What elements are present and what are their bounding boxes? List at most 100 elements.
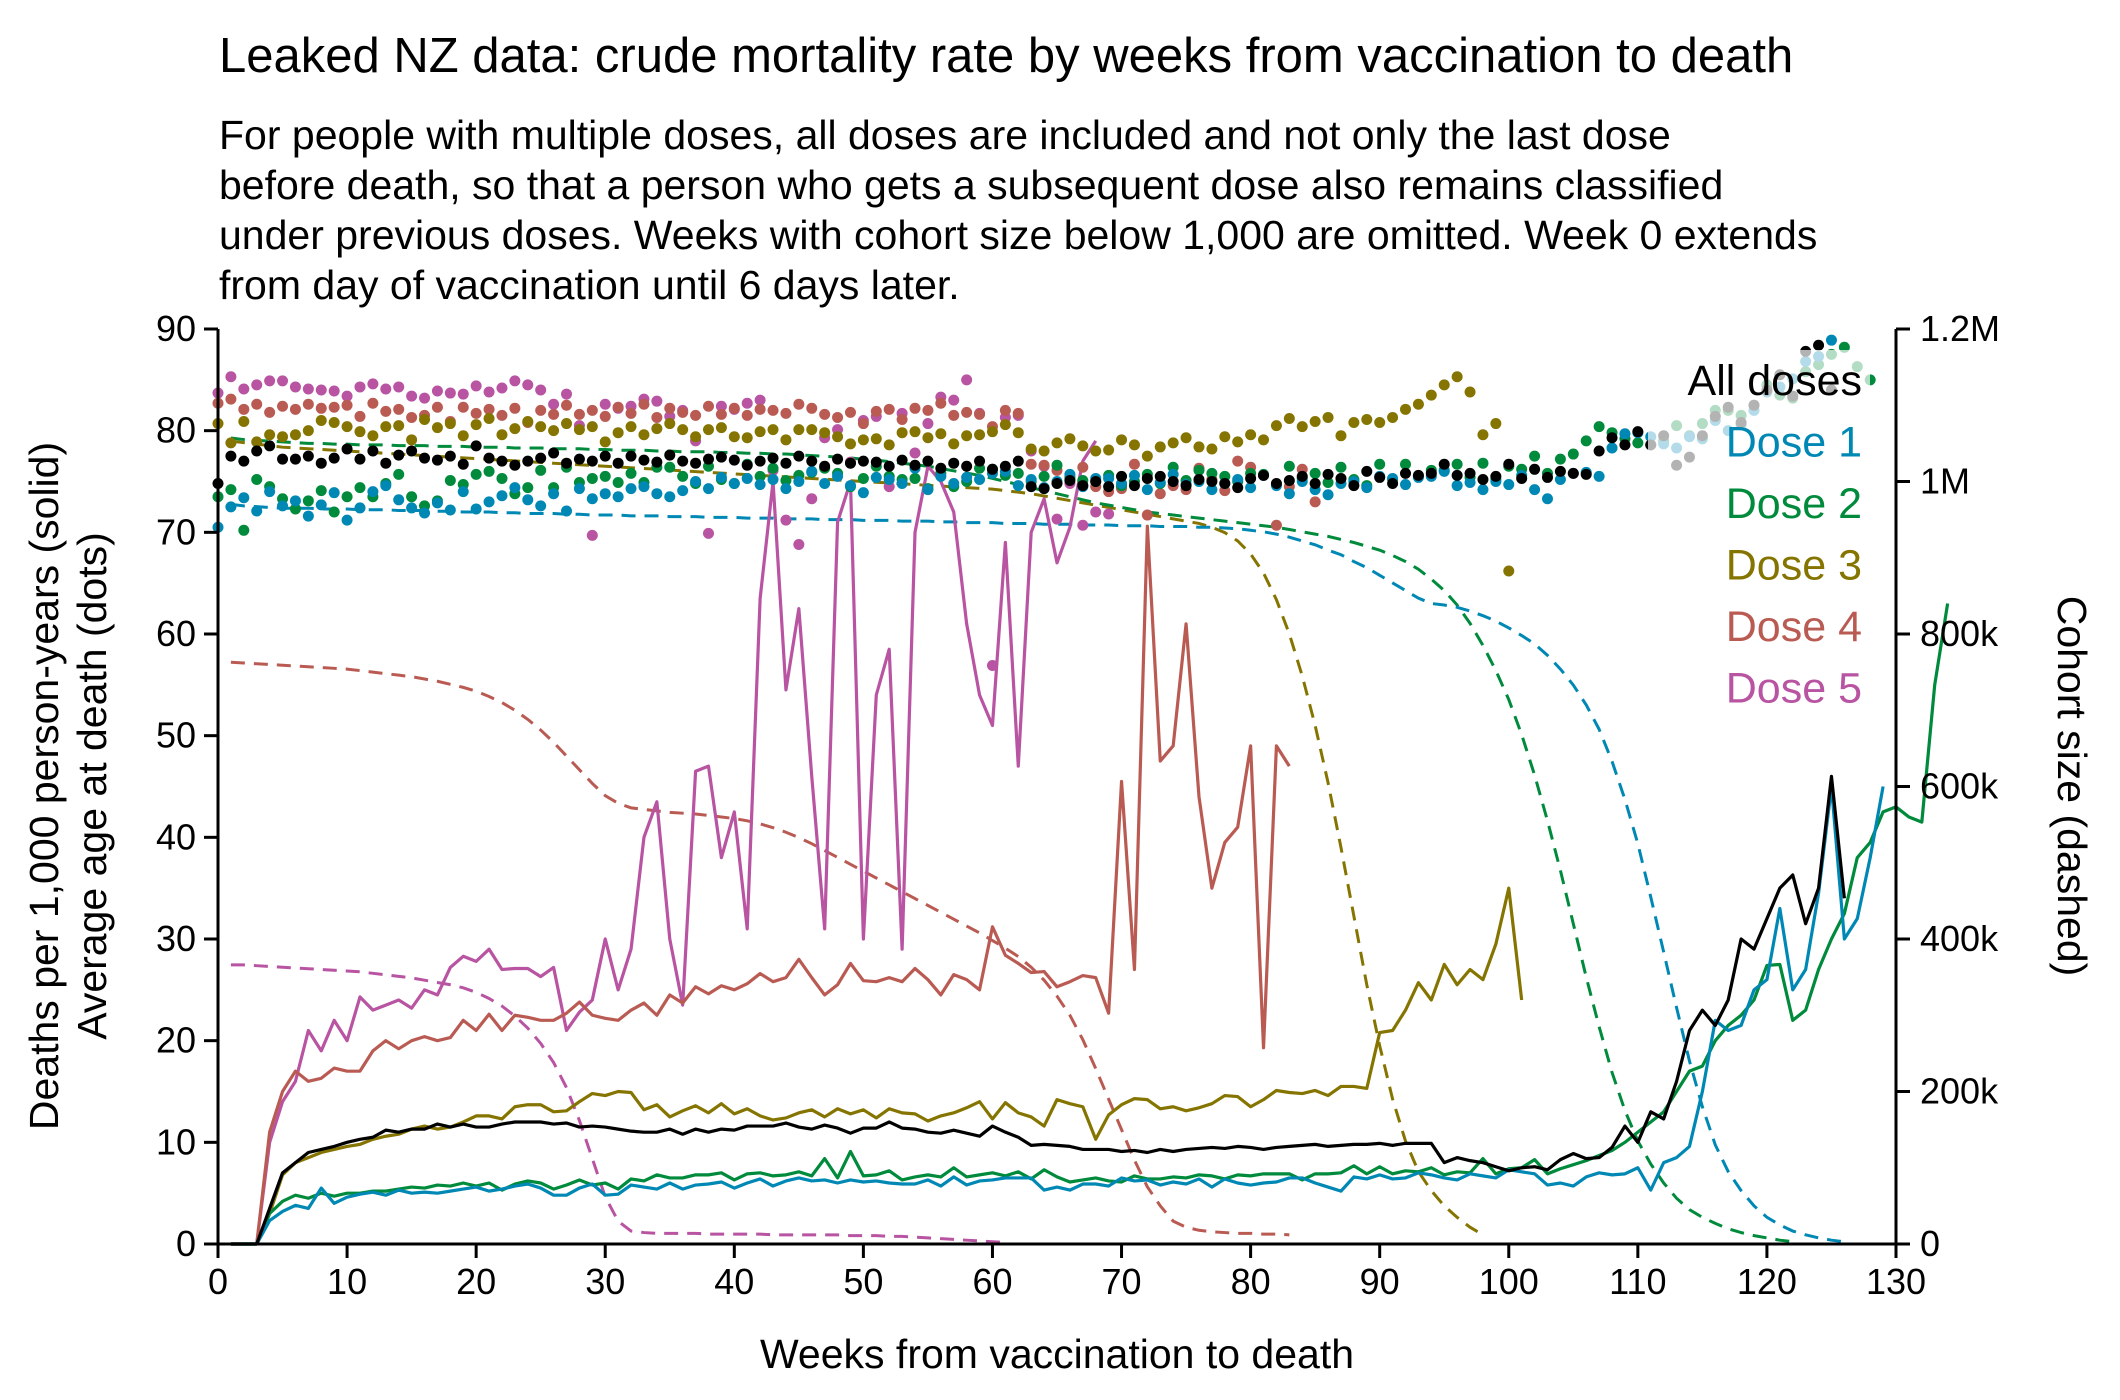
cohort-line-dose-4 (230, 660, 1290, 1237)
age-dot-all-doses (1541, 471, 1553, 483)
age-dot-dose-2 (496, 472, 508, 484)
age-dot-all-doses (741, 459, 753, 471)
age-dot-dose-4 (651, 411, 663, 423)
age-dot-all-doses (1619, 439, 1631, 451)
age-dot-all-doses (599, 450, 611, 462)
age-dot-dose-2 (1477, 457, 1489, 469)
age-dot-dose-1 (754, 479, 766, 491)
age-dot-dose-4 (483, 403, 495, 415)
age-dot-dose-4 (806, 402, 818, 414)
age-dot-dose-3 (1038, 445, 1050, 457)
age-dot-dose-2 (302, 495, 314, 507)
age-dot-dose-2 (909, 472, 921, 484)
age-dot-dose-2 (1051, 459, 1063, 471)
age-dot-all-doses (1167, 476, 1179, 487)
y-axis-right-label: Cohort size (dashed) (2049, 596, 2095, 977)
age-dot-dose-3 (986, 426, 998, 438)
y-axis-left-label-line1: Deaths per 1,000 person-years (solid) (21, 442, 67, 1130)
age-dot-dose-3 (651, 423, 663, 435)
age-dot-dose-5 (264, 375, 276, 387)
age-dot-dose-3 (1128, 439, 1140, 451)
age-dot-dose-5 (1103, 508, 1115, 520)
age-dot-dose-4 (948, 409, 960, 421)
age-dot-dose-1 (315, 499, 327, 511)
age-dot-dose-3 (1180, 432, 1192, 444)
age-dot-all-doses (1335, 472, 1347, 484)
x-tick-label: 0 (208, 1261, 228, 1302)
x-tick-label: 90 (1360, 1261, 1400, 1302)
age-dot-dose-4 (1038, 459, 1050, 471)
age-dot-dose-3 (1322, 411, 1334, 423)
age-dot-dose-5 (354, 381, 366, 393)
age-dot-dose-4 (1270, 519, 1282, 531)
age-dot-dose-1 (483, 496, 495, 508)
age-dot-dose-2 (1335, 461, 1347, 473)
age-dot-dose-1 (935, 470, 947, 482)
age-dot-dose-1 (780, 483, 792, 495)
age-dot-dose-2 (315, 485, 327, 497)
age-dot-dose-2 (354, 482, 366, 494)
age-dot-dose-3 (277, 431, 289, 443)
y-right-tick-label: 600k (1920, 766, 1999, 807)
age-dot-dose-4 (896, 413, 908, 425)
age-dot-dose-3 (1219, 431, 1231, 443)
age-dot-dose-5 (548, 398, 560, 410)
age-dot-dose-3 (948, 438, 960, 450)
age-dot-dose-1 (1206, 484, 1218, 496)
age-dot-dose-3 (1412, 398, 1424, 410)
age-dot-dose-3 (767, 424, 779, 436)
age-dot-dose-1 (1451, 480, 1463, 492)
age-dot-all-doses (651, 456, 663, 468)
age-dot-dose-3 (264, 429, 276, 441)
x-tick-label: 130 (1866, 1261, 1926, 1302)
age-dot-dose-1 (651, 488, 663, 500)
age-dot-dose-1 (728, 478, 740, 490)
age-dot-dose-3 (1361, 413, 1373, 425)
age-dot-dose-1 (1477, 484, 1489, 496)
age-dot-dose-4 (625, 407, 637, 419)
age-dot-dose-3 (870, 433, 882, 445)
age-dot-dose-3 (715, 422, 727, 434)
age-dot-all-doses (1154, 470, 1166, 482)
age-dot-dose-2 (1593, 421, 1605, 433)
age-dot-dose-3 (1090, 445, 1102, 457)
age-dot-dose-1 (561, 505, 573, 517)
age-dot-all-doses (1206, 476, 1218, 487)
age-dot-dose-1 (535, 500, 547, 512)
age-dot-all-doses (1451, 469, 1463, 481)
age-dot-dose-5 (961, 374, 973, 386)
age-dot-all-doses (444, 450, 456, 462)
age-dot-dose-3 (509, 423, 521, 435)
age-dot-all-doses (496, 455, 508, 467)
age-dot-dose-1 (1554, 473, 1566, 485)
age-dot-dose-3 (832, 431, 844, 443)
age-dot-all-doses (380, 457, 392, 469)
age-dot-dose-3 (1283, 412, 1295, 424)
age-dot-dose-4 (1309, 496, 1321, 508)
age-dot-dose-1 (612, 491, 624, 503)
age-dot-dose-5 (328, 385, 340, 397)
age-dot-all-doses (238, 455, 250, 467)
age-dot-dose-5 (522, 379, 534, 391)
subtitle-line: under previous doses. Weeks with cohort … (219, 212, 1818, 258)
age-dot-dose-4 (870, 405, 882, 417)
age-dot-dose-3 (251, 436, 263, 448)
age-dot-dose-2 (1567, 448, 1579, 460)
y-left-tick-label: 30 (156, 918, 196, 959)
age-dot-dose-3 (393, 420, 405, 432)
age-dot-all-doses (1387, 478, 1399, 490)
age-dot-dose-1 (354, 502, 366, 514)
age-dot-dose-1 (1825, 334, 1837, 346)
age-dot-dose-5 (651, 395, 663, 407)
age-dot-dose-3 (1245, 429, 1257, 441)
age-dot-all-doses (1438, 458, 1450, 470)
age-dot-dose-4 (1025, 458, 1037, 470)
age-dot-all-doses (1477, 473, 1489, 485)
age-dot-dose-5 (406, 390, 418, 402)
age-dot-dose-3 (819, 427, 831, 439)
age-dot-dose-4 (999, 404, 1011, 416)
age-dot-all-doses (367, 445, 379, 457)
age-dot-dose-3 (457, 430, 469, 442)
age-dot-dose-5 (1051, 513, 1063, 525)
age-dot-dose-5 (289, 381, 301, 393)
